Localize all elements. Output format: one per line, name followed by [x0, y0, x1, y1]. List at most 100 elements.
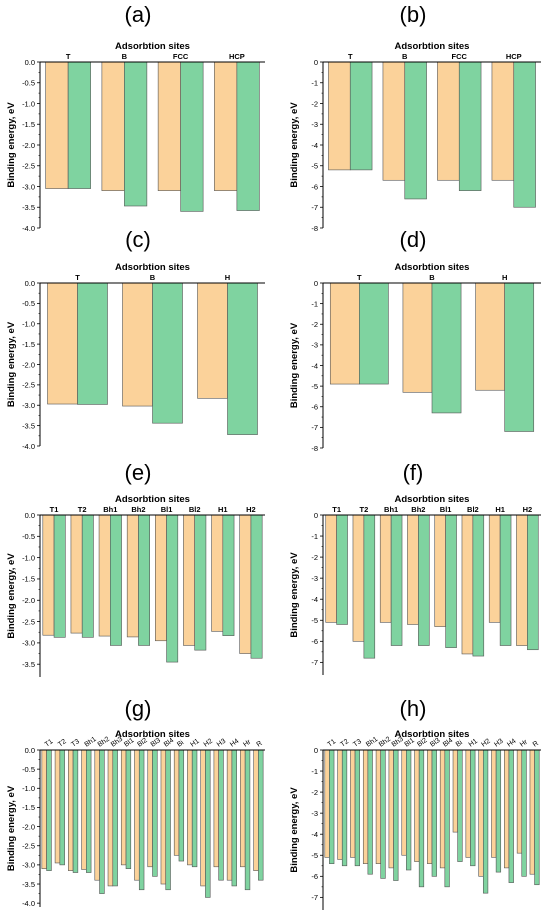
bar-green: [472, 514, 485, 657]
bar-green: [194, 514, 207, 651]
bar-orange: [45, 61, 69, 189]
x-tick-label: T: [357, 273, 362, 282]
x-tick-label: HCP: [229, 52, 245, 61]
bar-orange: [329, 282, 360, 385]
bar-green: [521, 749, 527, 877]
y-tick-label: -2: [311, 320, 318, 329]
bar-orange: [352, 514, 365, 642]
y-tick-label: -5: [311, 382, 318, 391]
bar-orange: [516, 749, 523, 854]
y-tick-label: 0: [314, 58, 318, 67]
bar-orange: [122, 282, 153, 407]
bar-orange: [465, 749, 471, 858]
panel-label: (b): [400, 2, 427, 27]
bar-orange: [401, 749, 407, 856]
bar-orange: [324, 749, 330, 858]
bar-orange: [414, 749, 420, 862]
y-tick-label: -1.5: [22, 340, 35, 349]
chart-panel: (b) Adsorbtion sites Binding energy, eV T B F…: [289, 2, 541, 233]
x-tick-label: H4: [229, 738, 240, 749]
y-tick-label: -6: [311, 872, 318, 881]
bar-green: [99, 749, 105, 894]
bar-orange: [388, 749, 394, 869]
bar-green: [336, 514, 348, 625]
y-tick-label: -3.5: [22, 203, 35, 212]
bar-orange: [337, 749, 343, 860]
x-tick-label: Bl3: [150, 737, 162, 749]
x-tick-label: Bh2: [411, 505, 425, 514]
y-tick-label: -4.0: [22, 224, 35, 233]
x-tick-label: Bl2: [416, 737, 428, 749]
bar-orange: [70, 514, 83, 634]
bar-orange: [81, 749, 87, 870]
chart-panel: (e) Adsorbtion sites Binding energy, eV T1 T…: [6, 460, 265, 677]
bar-orange: [529, 749, 535, 875]
y-tick-label: -3.0: [22, 401, 35, 410]
x-tick-label: H3: [493, 738, 504, 749]
bar-green: [227, 282, 258, 435]
y-tick-label: -2.5: [22, 381, 35, 390]
y-tick-label: -1.0: [22, 99, 35, 108]
y-tick-label: -1: [311, 299, 318, 308]
y-axis-label: Binding energy, eV: [6, 785, 17, 871]
bar-green: [86, 749, 92, 873]
bar-green: [244, 749, 251, 891]
x-tick-label: H1: [468, 738, 479, 749]
bar-green: [445, 514, 457, 648]
x-tick-label: HCP: [506, 52, 522, 61]
x-tick-label: Bl4: [442, 737, 454, 749]
y-tick-label: -4: [311, 595, 318, 604]
bar-orange: [407, 514, 419, 625]
chart-title: Adsorbtion sites: [395, 729, 470, 740]
x-tick-label: T2: [359, 505, 368, 514]
y-tick-label: -3: [311, 120, 318, 129]
bar-orange: [491, 749, 497, 858]
x-tick-label: T: [66, 52, 71, 61]
bar-orange: [134, 749, 140, 881]
bar-green: [354, 749, 360, 867]
bar-orange: [491, 61, 515, 181]
bar-orange: [504, 749, 510, 869]
x-tick-label: T1: [332, 505, 341, 514]
y-tick-label: -3.5: [22, 880, 35, 889]
bar-green: [406, 749, 412, 871]
y-axis-label: Binding energy, eV: [6, 102, 17, 188]
x-tick-label: Bl4: [163, 737, 175, 749]
bar-green: [390, 514, 403, 646]
panel-label: (d): [400, 227, 427, 252]
bar-green: [124, 61, 148, 207]
y-axis-label: Binding energy, eV: [6, 321, 17, 407]
bar-green: [205, 749, 211, 898]
y-tick-label: -4: [311, 141, 318, 150]
bar-green: [341, 749, 348, 867]
bar-green: [495, 749, 502, 873]
bar-green: [513, 61, 536, 208]
bar-green: [458, 61, 482, 191]
x-tick-label: H1: [189, 738, 200, 749]
y-tick-label: -3.5: [22, 660, 35, 669]
bar-green: [112, 749, 118, 887]
x-tick-label: FCC: [173, 52, 189, 61]
bar-orange: [516, 514, 528, 646]
y-tick-label: -8: [311, 224, 318, 233]
x-tick-label: Bl1: [440, 505, 452, 514]
bar-orange: [187, 749, 193, 866]
bar-green: [431, 282, 462, 414]
x-tick-label: B: [429, 273, 435, 282]
y-tick-label: -4.0: [22, 442, 35, 451]
x-tick-label: Bl1: [161, 505, 173, 514]
chart-title: Adsorbtion sites: [115, 494, 190, 505]
y-tick-label: -3.0: [22, 639, 35, 648]
y-tick-label: -0.5: [22, 532, 35, 541]
x-tick-label: T3: [70, 738, 81, 748]
chart-title: Adsorbtion sites: [395, 494, 470, 505]
bar-orange: [183, 514, 195, 646]
y-tick-label: -2: [311, 99, 318, 108]
bar-orange: [239, 514, 252, 654]
y-tick-label: -1.5: [22, 120, 35, 129]
bar-green: [59, 749, 65, 866]
panel-label: (a): [125, 2, 152, 27]
bar-orange: [41, 749, 47, 870]
y-tick-label: -0.5: [22, 299, 35, 308]
